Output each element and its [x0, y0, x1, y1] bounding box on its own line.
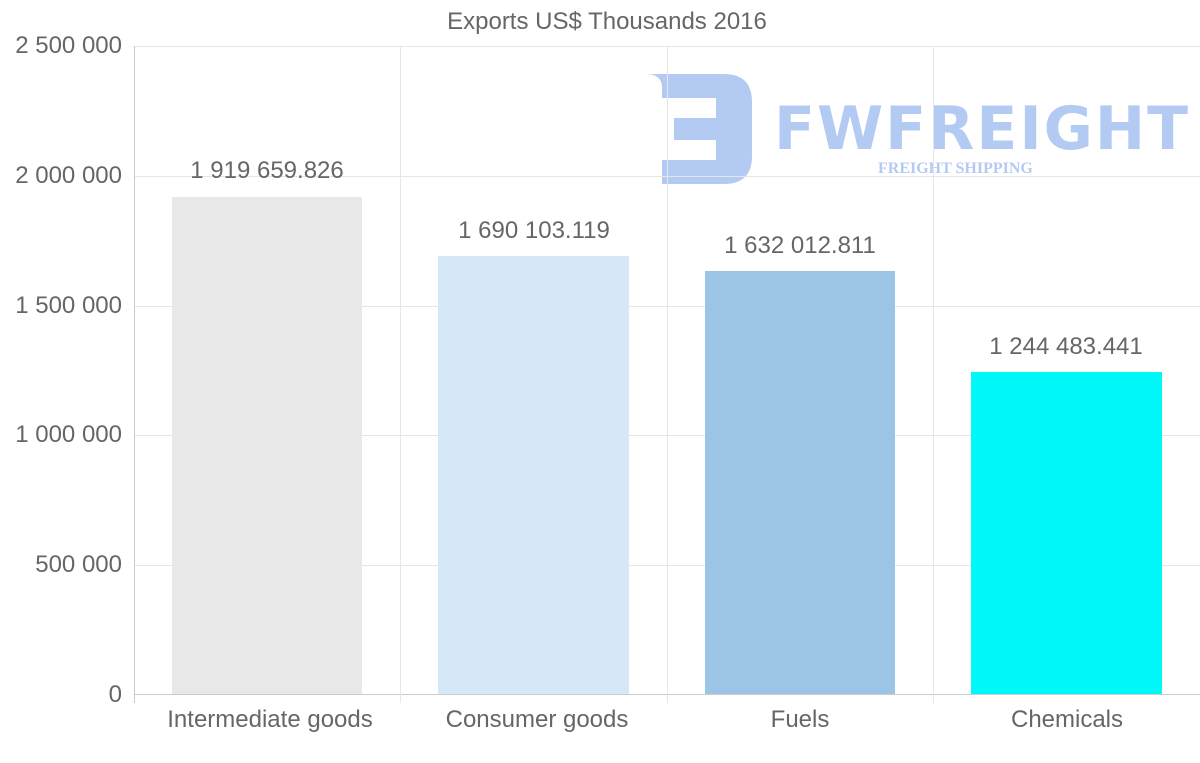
watermark-brand: FWFREIGHT: [774, 94, 1191, 164]
fwfreight-watermark: FWFREIGHT FREIGHT SHIPPING: [646, 72, 1188, 192]
bar-value-label: 1 632 012.811: [724, 232, 876, 259]
bar-value-label: 1 244 483.441: [989, 333, 1143, 360]
fwfreight-logo-icon: [646, 74, 752, 184]
ytick-label: 1 500 000: [15, 292, 122, 319]
gridline: [400, 46, 401, 703]
bar-intermediate-goods[interactable]: [172, 197, 362, 694]
ytick-label: 2 000 000: [15, 162, 122, 189]
x-category-label: Fuels: [770, 706, 830, 733]
bar-fuels[interactable]: [705, 271, 895, 694]
ytick-label: 500 000: [35, 551, 122, 578]
y-axis-line: [134, 46, 135, 703]
x-category-label: Chemicals: [1010, 706, 1124, 733]
gridline: [933, 46, 934, 703]
watermark-tagline: FREIGHT SHIPPING: [878, 160, 1033, 177]
ytick-label: 2 500 000: [15, 32, 122, 59]
plot-area: 1 919 659.826 1 690 103.119 1 632 012.81…: [134, 46, 1200, 703]
bar-consumer-goods[interactable]: [438, 256, 629, 694]
ytick-label: 1 000 000: [15, 421, 122, 448]
x-category-label: Consumer goods: [445, 706, 629, 733]
gridline: [667, 46, 668, 703]
bar-chemicals[interactable]: [971, 372, 1162, 694]
chart-title: Exports US$ Thousands 2016: [447, 8, 767, 35]
bar-value-label: 1 690 103.119: [458, 217, 610, 244]
x-category-label: Intermediate goods: [167, 706, 373, 733]
bar-value-label: 1 919 659.826: [190, 157, 344, 184]
ytick-label: 0: [108, 681, 122, 708]
